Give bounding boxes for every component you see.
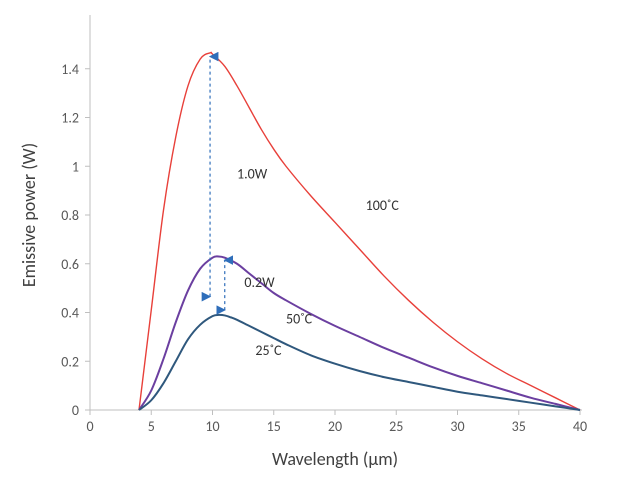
y-tick-label: 1.4 [61, 61, 79, 78]
annotation-label-0: 1.0W [237, 165, 268, 182]
y-tick-label: 0.4 [61, 305, 79, 322]
series-label-50C: 50˚C [286, 310, 313, 327]
x-tick-label: 35 [512, 418, 526, 435]
x-axis-title: Wavelength (µm) [272, 448, 398, 470]
series-50C [139, 256, 580, 410]
x-tick-label: 20 [328, 418, 342, 435]
emissive-power-chart: { "chart": { "type": "line", "width_px":… [0, 0, 624, 500]
chart-svg: 0 5 10 15 20 25 30 35 40 Wavelength (µm) 0 0.2 0.4 0.… [0, 0, 624, 500]
y-tick-label: 1 [72, 158, 79, 175]
y-tick-label: 0.2 [61, 353, 79, 370]
annotation-label-1: 0.2W [244, 274, 275, 291]
series-label-100C: 100˚C [366, 197, 400, 214]
x-tick-label: 30 [450, 418, 464, 435]
series-label-25C: 25˚C [255, 342, 282, 359]
y-axis-title: Emissive power (W) [18, 143, 40, 287]
x-tick-label: 5 [148, 418, 155, 435]
x-tick-label: 25 [389, 418, 403, 435]
y-tick-label: 0.6 [61, 256, 79, 273]
x-tick-label: 10 [205, 418, 219, 435]
y-tick-label: 0.8 [61, 207, 79, 224]
y-tick-label: 0 [72, 402, 79, 419]
x-tick-label: 40 [573, 418, 587, 435]
series-100C [139, 52, 580, 410]
x-tick-label: 0 [86, 418, 93, 435]
x-tick-label: 15 [267, 418, 281, 435]
y-tick-label: 1.2 [61, 110, 79, 127]
series-25C [139, 315, 580, 410]
